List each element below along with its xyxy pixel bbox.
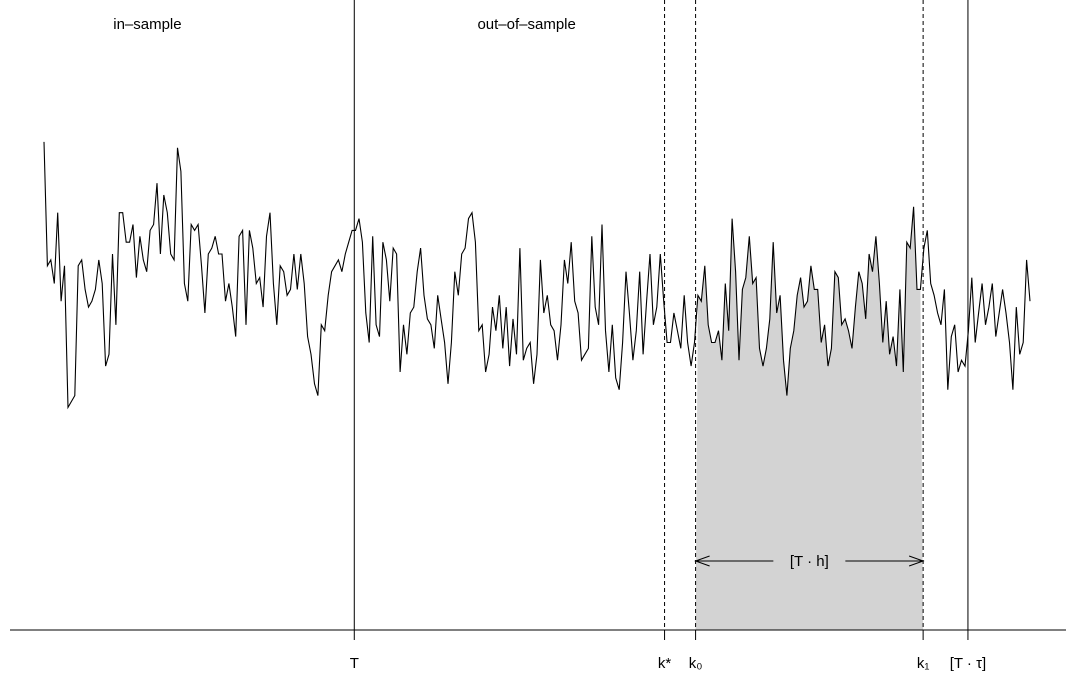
tick-T-tau-label: [T · τ] (950, 655, 986, 672)
series-line (43, 141, 1031, 410)
tick-k1-label: k₁ (917, 655, 930, 672)
tick-k0-label: k₀ (689, 655, 703, 672)
window-arrow-right-head (908, 555, 925, 567)
window-arrow-left-head (694, 555, 710, 567)
in-sample-label: in–sample (113, 16, 181, 33)
tick-k-star-label: k* (658, 655, 672, 672)
window-arrow: [T · h] (694, 553, 925, 570)
tick-T-label: T (350, 655, 359, 672)
out-of-sample-label: out–of–sample (477, 16, 575, 33)
labels-layer: in–sample out–of–sample (113, 16, 576, 33)
window-label: [T · h] (790, 553, 829, 570)
